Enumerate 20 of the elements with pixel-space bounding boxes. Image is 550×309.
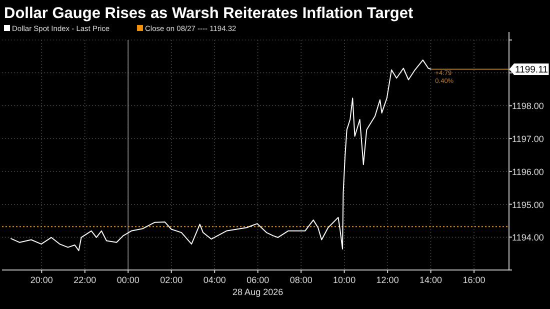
x-tick-label: 20:00 (30, 275, 53, 285)
x-tick-label: 04:00 (203, 275, 226, 285)
x-tick-label: 22:00 (74, 275, 96, 285)
x-tick-label: 12:00 (376, 275, 399, 285)
y-tick-label: 1194.00 (512, 232, 544, 243)
y-tick-label: 1198.00 (512, 101, 544, 112)
ref-line-label: 1199.11 (515, 64, 548, 76)
x-tick-label: 02:00 (160, 275, 183, 285)
y-tick-label: 1196.00 (512, 166, 544, 177)
y-tick-label: 1195.00 (512, 200, 544, 210)
y-tick-label: 1197.00 (512, 134, 544, 144)
x-axis-title: 28 Aug 2026 (232, 287, 284, 297)
line-series (10, 60, 432, 252)
x-tick-label: 16:00 (462, 275, 486, 285)
x-tick-label: 00:00 (116, 275, 140, 285)
chart-title: Dollar Gauge Rises as Warsh Reiterates Inflation Target (4, 5, 414, 22)
x-tick-label: 14:00 (420, 275, 442, 285)
x-tick-label: 06:00 (246, 275, 270, 285)
x-tick-label: 10:00 (333, 275, 356, 285)
x-tick-label: 08:00 (290, 275, 312, 285)
